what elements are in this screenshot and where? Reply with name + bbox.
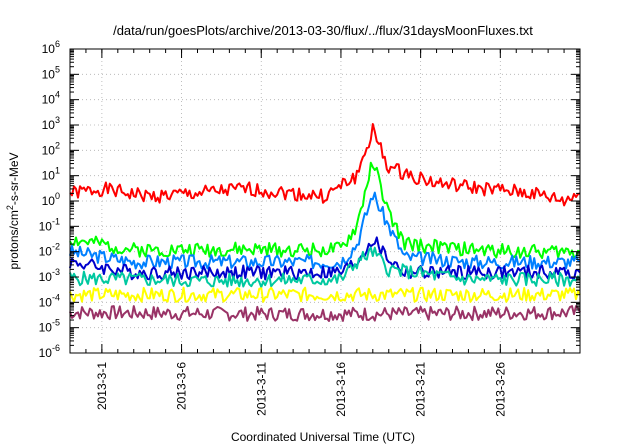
grid bbox=[70, 49, 580, 353]
series-group bbox=[69, 123, 581, 322]
y-tick-label: 105 bbox=[42, 64, 60, 81]
y-axis-label: protons/cm2-s-sr-MeV bbox=[5, 152, 21, 269]
y-tick-label: 10-6 bbox=[39, 343, 60, 360]
y-tick-label: 102 bbox=[42, 140, 60, 157]
x-tick-label: 2013-3-16 bbox=[334, 362, 348, 417]
y-tick-label: 104 bbox=[42, 90, 60, 107]
series-line bbox=[69, 286, 581, 303]
chart-title: /data/run/goesPlots/archive/2013-03-30/f… bbox=[113, 23, 533, 38]
series-line bbox=[69, 161, 581, 260]
y-tick-label: 103 bbox=[42, 115, 60, 132]
series-line bbox=[69, 191, 581, 270]
y-tick-label: 101 bbox=[42, 166, 60, 183]
y-tick-label: 106 bbox=[42, 39, 60, 56]
y-tick-label: 10-3 bbox=[39, 267, 60, 284]
y-tick-label: 10-5 bbox=[39, 318, 60, 335]
y-axis: 10-6 10-5 10-4 10-3 10-2 10-1 100 101 102 103 104 1… bbox=[39, 39, 580, 360]
y-tick-label: 10-2 bbox=[39, 242, 60, 259]
series-line bbox=[69, 305, 581, 322]
y-tick-label: 100 bbox=[42, 191, 60, 208]
x-tick-label: 2013-3-6 bbox=[175, 362, 189, 410]
x-axis-label: Coordinated Universal Time (UTC) bbox=[231, 430, 415, 444]
x-axis: 2013-3-1 2013-3-6 2013-3-11 2013-3-16 2013-3… bbox=[85, 49, 565, 417]
y-tick-label: 10-1 bbox=[39, 216, 60, 233]
series-line bbox=[69, 246, 581, 289]
x-tick-label: 2013-3-21 bbox=[414, 362, 428, 417]
x-tick-label: 2013-3-1 bbox=[95, 362, 109, 410]
x-tick-label: 2013-3-26 bbox=[493, 362, 507, 417]
y-tick-label: 10-4 bbox=[39, 292, 60, 309]
x-tick-label: 2013-3-11 bbox=[254, 362, 268, 416]
series-line bbox=[69, 123, 581, 207]
